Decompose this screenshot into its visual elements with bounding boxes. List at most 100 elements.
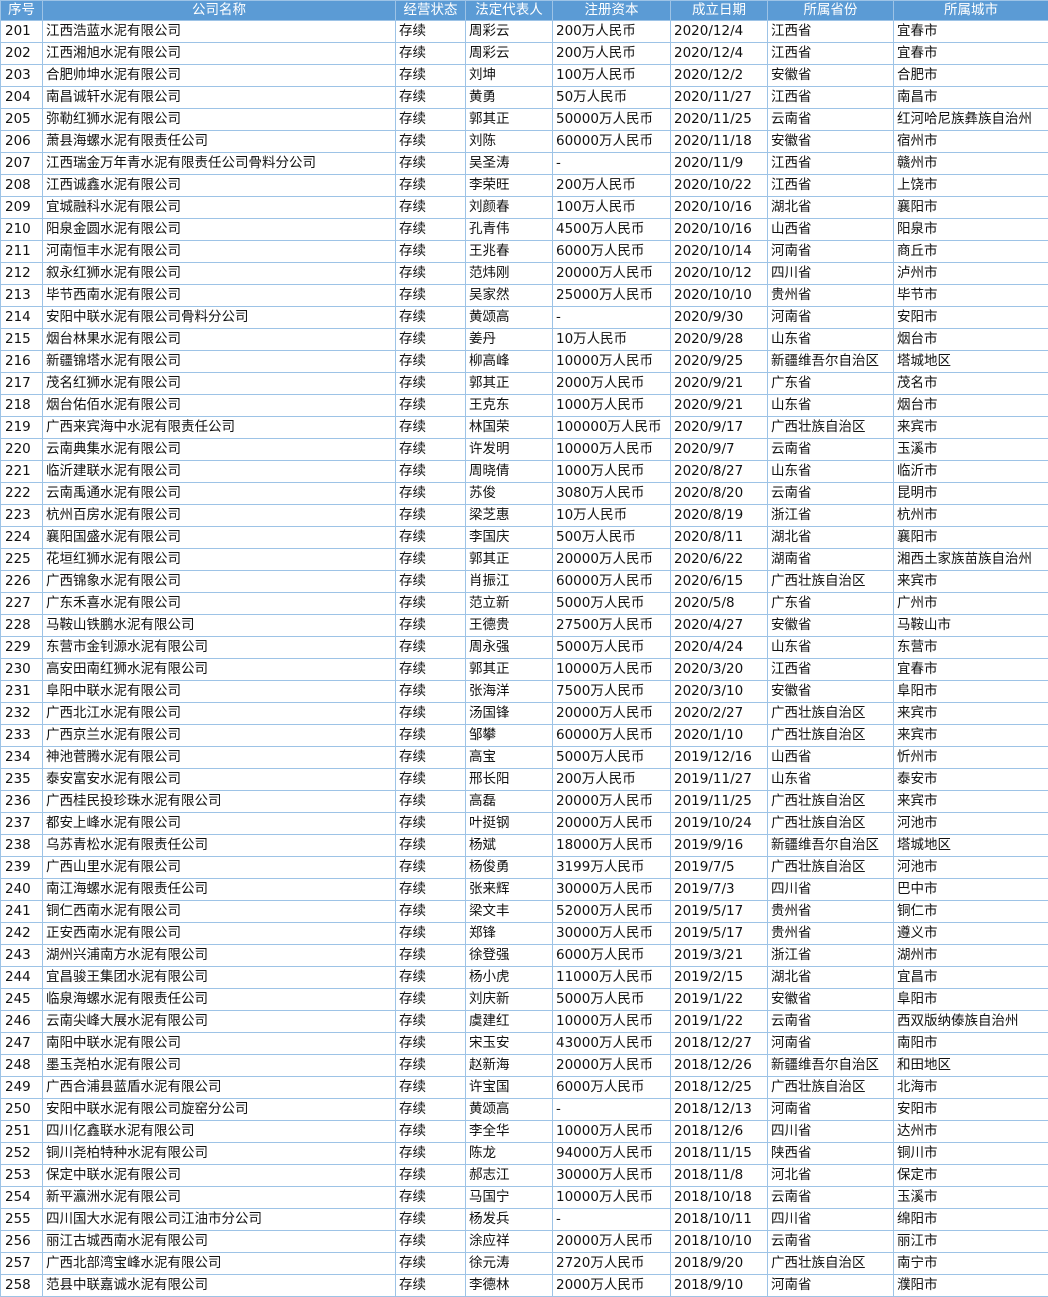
- cell-legal-rep: 张海洋: [465, 680, 553, 703]
- cell-city: 巴中市: [893, 878, 1048, 901]
- cell-seq: 224: [0, 526, 43, 549]
- cell-company-name: 临泉海螺水泥有限责任公司: [42, 988, 396, 1011]
- cell-capital: 25000万人民币: [552, 284, 671, 307]
- cell-province: 山西省: [767, 746, 894, 769]
- table-row: 209 宜城融科水泥有限公司 存续 刘颜春 100万人民币 2020/10/16 湖北省 襄阳…: [0, 196, 1048, 219]
- table-row: 240 南江海螺水泥有限责任公司 存续 张来辉 30000万人民币 2019/7/3 四川省…: [0, 878, 1048, 901]
- cell-status: 存续: [395, 86, 466, 109]
- cell-city: 红河哈尼族彝族自治州: [893, 108, 1048, 131]
- cell-founded: 2020/11/9: [670, 152, 768, 175]
- cell-legal-rep: 王德贵: [465, 614, 553, 637]
- cell-seq: 241: [0, 900, 43, 923]
- cell-capital: 20000万人民币: [552, 262, 671, 285]
- cell-company-name: 襄阳国盛水泥有限公司: [42, 526, 396, 549]
- cell-status: 存续: [395, 944, 466, 967]
- cell-company-name: 广西北部湾宝峰水泥有限公司: [42, 1252, 396, 1275]
- cell-status: 存续: [395, 1120, 466, 1143]
- cell-legal-rep: 吴家然: [465, 284, 553, 307]
- cell-city: 宜春市: [893, 20, 1048, 43]
- cell-province: 广西壮族自治区: [767, 856, 894, 879]
- cell-capital: 11000万人民币: [552, 966, 671, 989]
- table-row: 203 合肥帅坤水泥有限公司 存续 刘坤 100万人民币 2020/12/2 安徽省 合肥市: [0, 64, 1048, 87]
- cell-province: 广西壮族自治区: [767, 416, 894, 439]
- cell-province: 浙江省: [767, 504, 894, 527]
- cell-seq: 248: [0, 1054, 43, 1077]
- cell-province: 四川省: [767, 1120, 894, 1143]
- cell-legal-rep: 许宝国: [465, 1076, 553, 1099]
- table-row: 208 江西诚鑫水泥有限公司 存续 李荣旺 200万人民币 2020/10/22 江西省 上饶…: [0, 174, 1048, 197]
- cell-province: 湖北省: [767, 966, 894, 989]
- cell-legal-rep: 李荣旺: [465, 174, 553, 197]
- cell-capital: 20000万人民币: [552, 790, 671, 813]
- cell-city: 上饶市: [893, 174, 1048, 197]
- cell-company-name: 阳泉金圆水泥有限公司: [42, 218, 396, 241]
- cell-legal-rep: 周永强: [465, 636, 553, 659]
- cell-capital: 30000万人民币: [552, 922, 671, 945]
- cell-province: 安徽省: [767, 614, 894, 637]
- cell-status: 存续: [395, 680, 466, 703]
- cell-company-name: 烟台佑佰水泥有限公司: [42, 394, 396, 417]
- cell-city: 宜春市: [893, 42, 1048, 65]
- cell-status: 存续: [395, 416, 466, 439]
- cell-seq: 205: [0, 108, 43, 131]
- cell-seq: 206: [0, 130, 43, 153]
- table-row: 237 都安上峰水泥有限公司 存续 叶挺钢 20000万人民币 2019/10/24 广西壮…: [0, 812, 1048, 835]
- cell-province: 江西省: [767, 174, 894, 197]
- cell-company-name: 宜昌骏王集团水泥有限公司: [42, 966, 396, 989]
- table-row: 207 江西瑞金万年青水泥有限责任公司骨料分公司 存续 吴圣涛 -2020/11/9 江西…: [0, 152, 1048, 175]
- cell-province: 江西省: [767, 20, 894, 43]
- cell-status: 存续: [395, 746, 466, 769]
- cell-founded: 2020/6/15: [670, 570, 768, 593]
- cell-founded: 2020/12/2: [670, 64, 768, 87]
- cell-city: 铜川市: [893, 1142, 1048, 1165]
- cell-legal-rep: 杨小虎: [465, 966, 553, 989]
- cell-city: 杭州市: [893, 504, 1048, 527]
- cell-province: 河南省: [767, 1032, 894, 1055]
- cell-province: 安徽省: [767, 130, 894, 153]
- header-legal-rep: 法定代表人: [465, 0, 553, 21]
- table-row: 210 阳泉金圆水泥有限公司 存续 孔青伟 4500万人民币 2020/10/16 山西省阳…: [0, 218, 1048, 241]
- cell-company-name: 云南禹通水泥有限公司: [42, 482, 396, 505]
- cell-capital: 100万人民币: [552, 64, 671, 87]
- cell-capital: -: [552, 1208, 671, 1231]
- cell-founded: 2019/1/22: [670, 988, 768, 1011]
- cell-status: 存续: [395, 130, 466, 153]
- cell-company-name: 高安田南红狮水泥有限公司: [42, 658, 396, 681]
- cell-company-name: 茂名红狮水泥有限公司: [42, 372, 396, 395]
- cell-capital: 94000万人民币: [552, 1142, 671, 1165]
- cell-company-name: 新平瀛洲水泥有限公司: [42, 1186, 396, 1209]
- cell-status: 存续: [395, 1208, 466, 1231]
- cell-city: 湘西土家族苗族自治州: [893, 548, 1048, 571]
- cell-legal-rep: 汤国锋: [465, 702, 553, 725]
- cell-city: 来宾市: [893, 724, 1048, 747]
- cell-seq: 235: [0, 768, 43, 791]
- cell-province: 江西省: [767, 86, 894, 109]
- cell-province: 浙江省: [767, 944, 894, 967]
- cell-seq: 231: [0, 680, 43, 703]
- cell-city: 昆明市: [893, 482, 1048, 505]
- cell-seq: 210: [0, 218, 43, 241]
- cell-legal-rep: 柳高峰: [465, 350, 553, 373]
- cell-legal-rep: 周彩云: [465, 20, 553, 43]
- cell-status: 存续: [395, 240, 466, 263]
- cell-province: 河北省: [767, 1164, 894, 1187]
- cell-city: 宜昌市: [893, 966, 1048, 989]
- cell-founded: 2020/4/27: [670, 614, 768, 637]
- cell-status: 存续: [395, 1186, 466, 1209]
- cell-capital: 20000万人民币: [552, 548, 671, 571]
- cell-seq: 238: [0, 834, 43, 857]
- cell-city: 宿州市: [893, 130, 1048, 153]
- cell-city: 毕节市: [893, 284, 1048, 307]
- cell-legal-rep: 林国荣: [465, 416, 553, 439]
- cell-seq: 218: [0, 394, 43, 417]
- cell-status: 存续: [395, 614, 466, 637]
- cell-province: 安徽省: [767, 680, 894, 703]
- cell-founded: 2019/11/27: [670, 768, 768, 791]
- cell-seq: 255: [0, 1208, 43, 1231]
- cell-company-name: 四川国大水泥有限公司江油市分公司: [42, 1208, 396, 1231]
- cell-capital: 7500万人民币: [552, 680, 671, 703]
- cell-legal-rep: 叶挺钢: [465, 812, 553, 835]
- cell-legal-rep: 刘庆新: [465, 988, 553, 1011]
- cell-province: 云南省: [767, 1230, 894, 1253]
